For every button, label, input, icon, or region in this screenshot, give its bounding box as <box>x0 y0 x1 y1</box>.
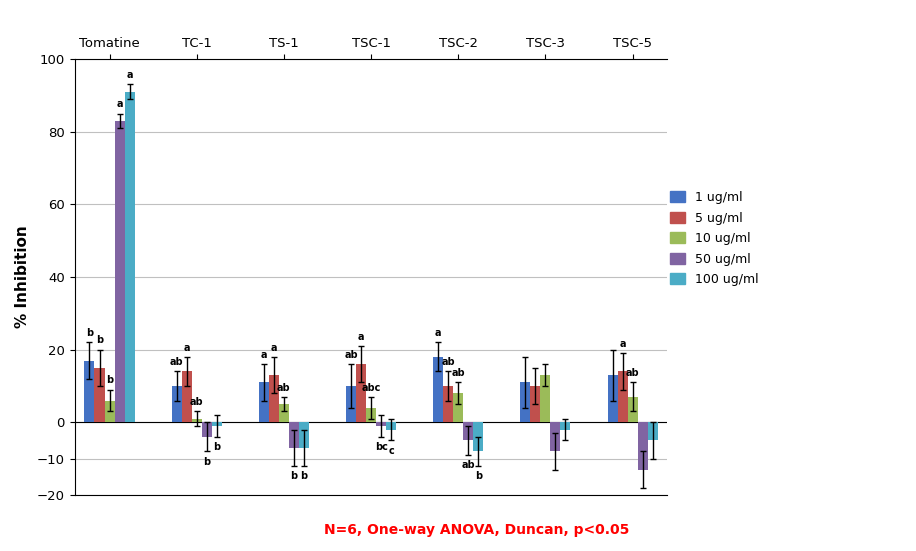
Text: a: a <box>358 332 365 342</box>
Text: abc: abc <box>362 382 381 392</box>
Text: b: b <box>474 471 482 482</box>
Text: a: a <box>126 70 133 80</box>
Text: b: b <box>213 442 221 452</box>
Bar <box>259 382 269 422</box>
Bar <box>171 386 181 422</box>
Text: a: a <box>270 343 278 353</box>
Bar <box>474 422 484 451</box>
Bar <box>433 357 443 422</box>
Text: c: c <box>388 446 394 456</box>
Text: a: a <box>435 328 442 338</box>
Bar <box>520 382 530 422</box>
Bar <box>561 422 571 430</box>
Bar <box>530 386 540 422</box>
Bar <box>607 375 617 422</box>
Bar <box>387 422 396 430</box>
Text: b: b <box>86 328 93 338</box>
Bar <box>299 422 309 448</box>
Bar <box>289 422 299 448</box>
Bar <box>346 386 356 422</box>
Text: a: a <box>619 339 626 349</box>
Bar <box>443 386 453 422</box>
Text: ab: ab <box>169 357 183 367</box>
Bar <box>191 419 202 422</box>
Text: N=6, One-way ANOVA, Duncan, p<0.05: N=6, One-way ANOVA, Duncan, p<0.05 <box>323 523 629 537</box>
Text: a: a <box>183 343 190 353</box>
Bar <box>540 375 551 422</box>
Text: bc: bc <box>375 442 387 452</box>
Bar <box>114 121 125 422</box>
Bar <box>356 364 366 422</box>
Text: ab: ab <box>277 382 290 392</box>
Bar <box>453 393 463 422</box>
Text: b: b <box>300 471 308 482</box>
Text: ab: ab <box>344 350 358 360</box>
Bar <box>648 422 658 440</box>
Text: ab: ab <box>190 397 203 407</box>
Text: ab: ab <box>626 368 639 378</box>
Bar <box>84 360 94 422</box>
Text: b: b <box>203 457 211 467</box>
Text: b: b <box>290 471 298 482</box>
Bar <box>627 397 638 422</box>
Bar <box>551 422 561 451</box>
Bar <box>278 404 289 422</box>
Bar <box>125 92 135 422</box>
Text: ab: ab <box>442 357 455 367</box>
Legend: 1 ug/ml, 5 ug/ml, 10 ug/ml, 50 ug/ml, 100 ug/ml: 1 ug/ml, 5 ug/ml, 10 ug/ml, 50 ug/ml, 10… <box>666 187 762 290</box>
Y-axis label: % Inhibition: % Inhibition <box>15 225 30 328</box>
Bar <box>104 401 114 422</box>
Text: a: a <box>116 99 123 109</box>
Bar <box>181 371 191 422</box>
Bar <box>202 422 212 437</box>
Bar <box>463 422 474 440</box>
Text: ab: ab <box>452 368 465 378</box>
Bar <box>617 371 627 422</box>
Bar <box>376 422 387 426</box>
Bar <box>638 422 648 469</box>
Text: b: b <box>106 375 113 385</box>
Text: b: b <box>96 336 104 345</box>
Bar <box>269 375 278 422</box>
Bar <box>212 422 222 426</box>
Bar <box>94 368 104 422</box>
Bar <box>366 408 376 422</box>
Text: ab: ab <box>462 461 475 471</box>
Text: a: a <box>260 350 267 360</box>
